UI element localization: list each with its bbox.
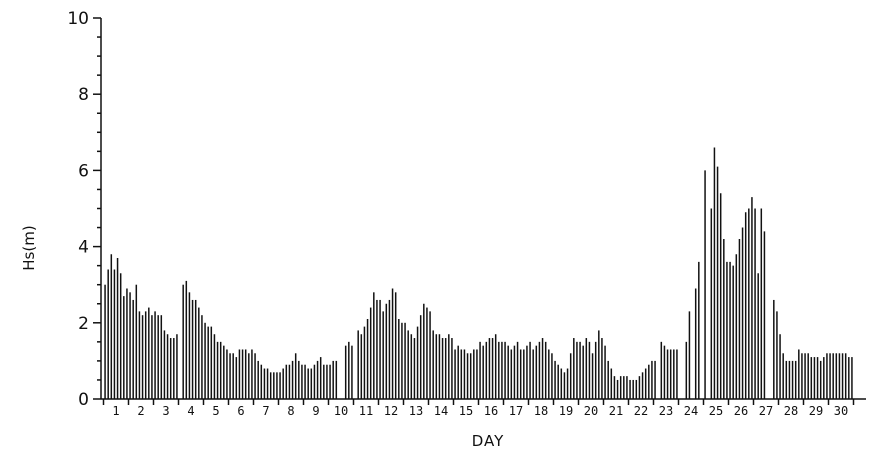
x-tick-label: 18 <box>534 404 548 418</box>
x-tick-label: 1 <box>112 404 119 418</box>
y-tick-label: 2 <box>78 314 89 334</box>
y-axis-title: Hs(m) <box>20 225 38 270</box>
x-tick-label: 8 <box>287 404 294 418</box>
x-tick-label: 3 <box>162 404 169 418</box>
x-tick-label: 9 <box>312 404 319 418</box>
x-tick-label: 6 <box>237 404 244 418</box>
y-tick-label: 4 <box>78 238 89 258</box>
x-tick-label: 19 <box>559 404 573 418</box>
x-tick-label: 13 <box>409 404 423 418</box>
x-tick-label: 15 <box>459 404 473 418</box>
x-tick-label: 2 <box>137 404 144 418</box>
x-tick-label: 14 <box>434 404 448 418</box>
x-axis: 1 2 3 4 5 6 7 8 9 10 11 12 13 14 15 16 17 18 19 20 21 22 23 24 2… <box>101 398 866 418</box>
y-tick-label: 6 <box>78 161 89 181</box>
x-tick-label: 11 <box>359 404 373 418</box>
x-tick-label: 24 <box>684 404 698 418</box>
x-tick-label: 4 <box>187 404 194 418</box>
x-tick-label: 30 <box>834 404 848 418</box>
x-tick-label: 16 <box>484 404 498 418</box>
x-tick-label: 20 <box>584 404 598 418</box>
x-tick-label: 29 <box>809 404 823 418</box>
x-tick-label: 26 <box>734 404 748 418</box>
x-tick-label: 5 <box>212 404 219 418</box>
y-axis: 0 2 4 6 8 10 <box>67 9 102 410</box>
x-tick-label: 25 <box>709 404 723 418</box>
x-tick-label: 28 <box>784 404 798 418</box>
x-tick-label: 27 <box>759 404 773 418</box>
x-tick-label: 12 <box>384 404 398 418</box>
x-tick-label: 23 <box>659 404 673 418</box>
x-tick-label: 7 <box>262 404 269 418</box>
x-axis-title: DAY <box>472 432 505 450</box>
y-tick-label: 8 <box>78 85 89 105</box>
x-tick-label: 21 <box>609 404 623 418</box>
bars <box>104 147 853 399</box>
x-tick-label: 17 <box>509 404 523 418</box>
y-tick-label: 10 <box>67 9 89 29</box>
y-tick-label: 0 <box>78 390 89 410</box>
x-tick-label: 10 <box>334 404 348 418</box>
x-tick-label: 22 <box>634 404 648 418</box>
